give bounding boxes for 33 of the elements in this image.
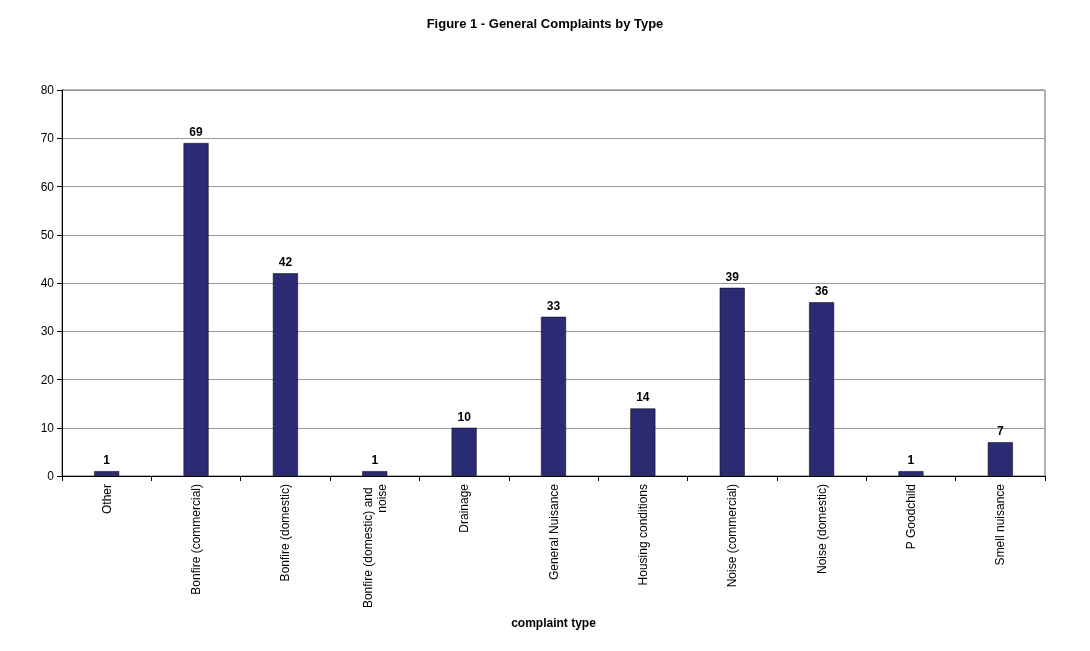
y-tick-label: 40 — [40, 276, 55, 290]
y-tick-label: 60 — [40, 179, 55, 194]
x-tick-label: Other — [99, 484, 114, 515]
data-label: 10 — [457, 409, 472, 424]
data-label: 42 — [278, 255, 293, 270]
data-label: 39 — [725, 269, 740, 284]
x-tick-label: Noise (commercial) — [725, 484, 740, 588]
y-tick-label: 30 — [40, 324, 55, 339]
chart-title: Figure 1 - General Complaints by Type — [426, 16, 664, 31]
x-tick-label: General Nuisance — [546, 483, 561, 581]
data-label: 33 — [546, 298, 561, 313]
x-tick-label: Noise (domestic) — [814, 484, 829, 575]
data-label: 7 — [996, 424, 1004, 439]
data-label: 1 — [907, 453, 915, 468]
data-label: 36 — [814, 284, 829, 299]
y-tick-label: 0 — [47, 469, 55, 483]
x-tick-label: Bonfire (domestic) — [278, 484, 293, 582]
x-tick-label: Bonfire (commercial) — [189, 484, 204, 595]
data-label: 1 — [371, 453, 379, 468]
data-label: 69 — [189, 125, 204, 140]
x-tick-label: Housing conditions — [635, 484, 650, 586]
data-label: 1 — [103, 453, 111, 468]
x-tick-label: Bonfire (domestic) and noise — [360, 483, 389, 609]
data-label: 14 — [636, 390, 650, 405]
y-tick-label: 10 — [40, 420, 55, 435]
x-tick-label: Smell nuisance — [993, 483, 1008, 566]
x-axis-title: complaint type — [511, 615, 597, 630]
y-tick-label: 50 — [40, 227, 55, 242]
x-tick-label: P Goodchild — [903, 484, 918, 550]
y-tick-label: 20 — [40, 372, 55, 387]
y-tick-label: 70 — [40, 131, 55, 146]
y-tick-label: 80 — [40, 83, 55, 97]
x-tick-label: Drainage — [457, 483, 472, 533]
